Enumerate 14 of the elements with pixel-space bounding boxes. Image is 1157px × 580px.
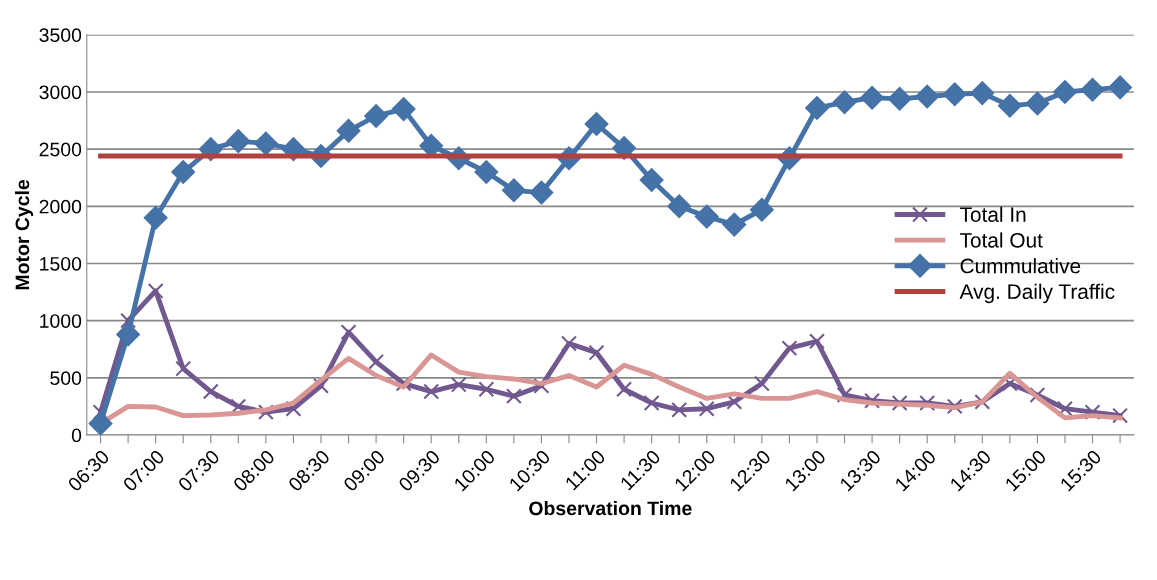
y-tick-label: 2000 [39,199,82,214]
y-axis-title: Motor Cycle [14,179,34,290]
y-tick-label: 1000 [40,314,82,328]
y-tick-label: 3500 [39,28,82,43]
y-tick-label: 2500 [39,142,82,157]
legend-label: Cummulative [960,258,1081,274]
legend-label: Avg. Daily Traffic [959,283,1115,304]
y-tick-label: 0 [71,428,82,443]
legend-label: Total Out [960,232,1043,248]
y-tick-label: 3000 [39,85,82,100]
x-axis-title: Observation Time [529,500,692,516]
legend-label: Total In [960,206,1026,222]
y-tick-label: 500 [50,371,82,386]
y-tick-label: 1500 [40,256,82,271]
